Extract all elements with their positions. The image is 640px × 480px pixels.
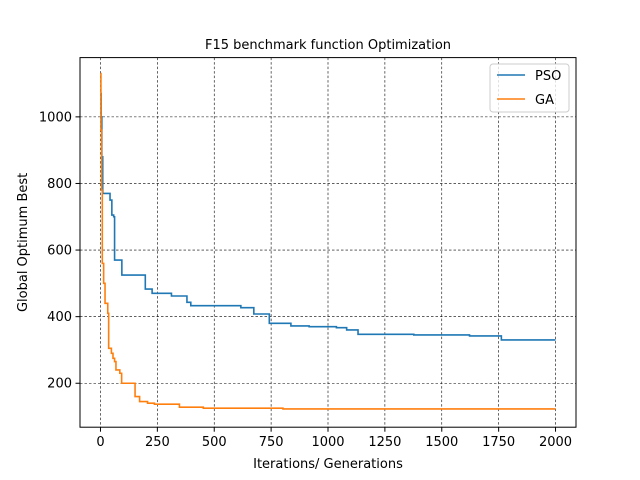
y-tick-label: 200 — [47, 377, 72, 392]
grid — [80, 57, 576, 428]
x-tick-label: 1750 — [482, 435, 515, 450]
series-line-ga — [100, 72, 556, 410]
y-tick-label: 400 — [47, 310, 72, 325]
axis-ticks: 0 250 500 750 1000 1250 1500 1750 2000 200 400 600 8… — [39, 110, 572, 450]
x-tick-label: 500 — [202, 435, 227, 450]
legend-label-pso: PSO — [535, 69, 561, 84]
series-lines — [100, 72, 556, 410]
x-tick-label: 2000 — [539, 435, 572, 450]
series-line-pso — [100, 92, 556, 341]
x-tick-label: 1250 — [368, 435, 401, 450]
x-tick-label: 1500 — [425, 435, 458, 450]
x-tick-label: 0 — [96, 435, 104, 450]
legend: PSO GA — [489, 63, 570, 113]
y-tick-label: 1000 — [39, 110, 72, 125]
chart-title: F15 benchmark function Optimization — [205, 38, 451, 53]
x-tick-label: 250 — [145, 435, 170, 450]
legend-box — [489, 63, 570, 113]
legend-label-ga: GA — [535, 93, 554, 108]
x-tick-label: 1000 — [311, 435, 344, 450]
y-axis-label: Global Optimum Best — [16, 173, 31, 312]
y-tick-label: 800 — [47, 177, 72, 192]
x-axis-label: Iterations/ Generations — [253, 457, 403, 472]
y-tick-label: 600 — [47, 244, 72, 259]
x-tick-label: 750 — [259, 435, 284, 450]
